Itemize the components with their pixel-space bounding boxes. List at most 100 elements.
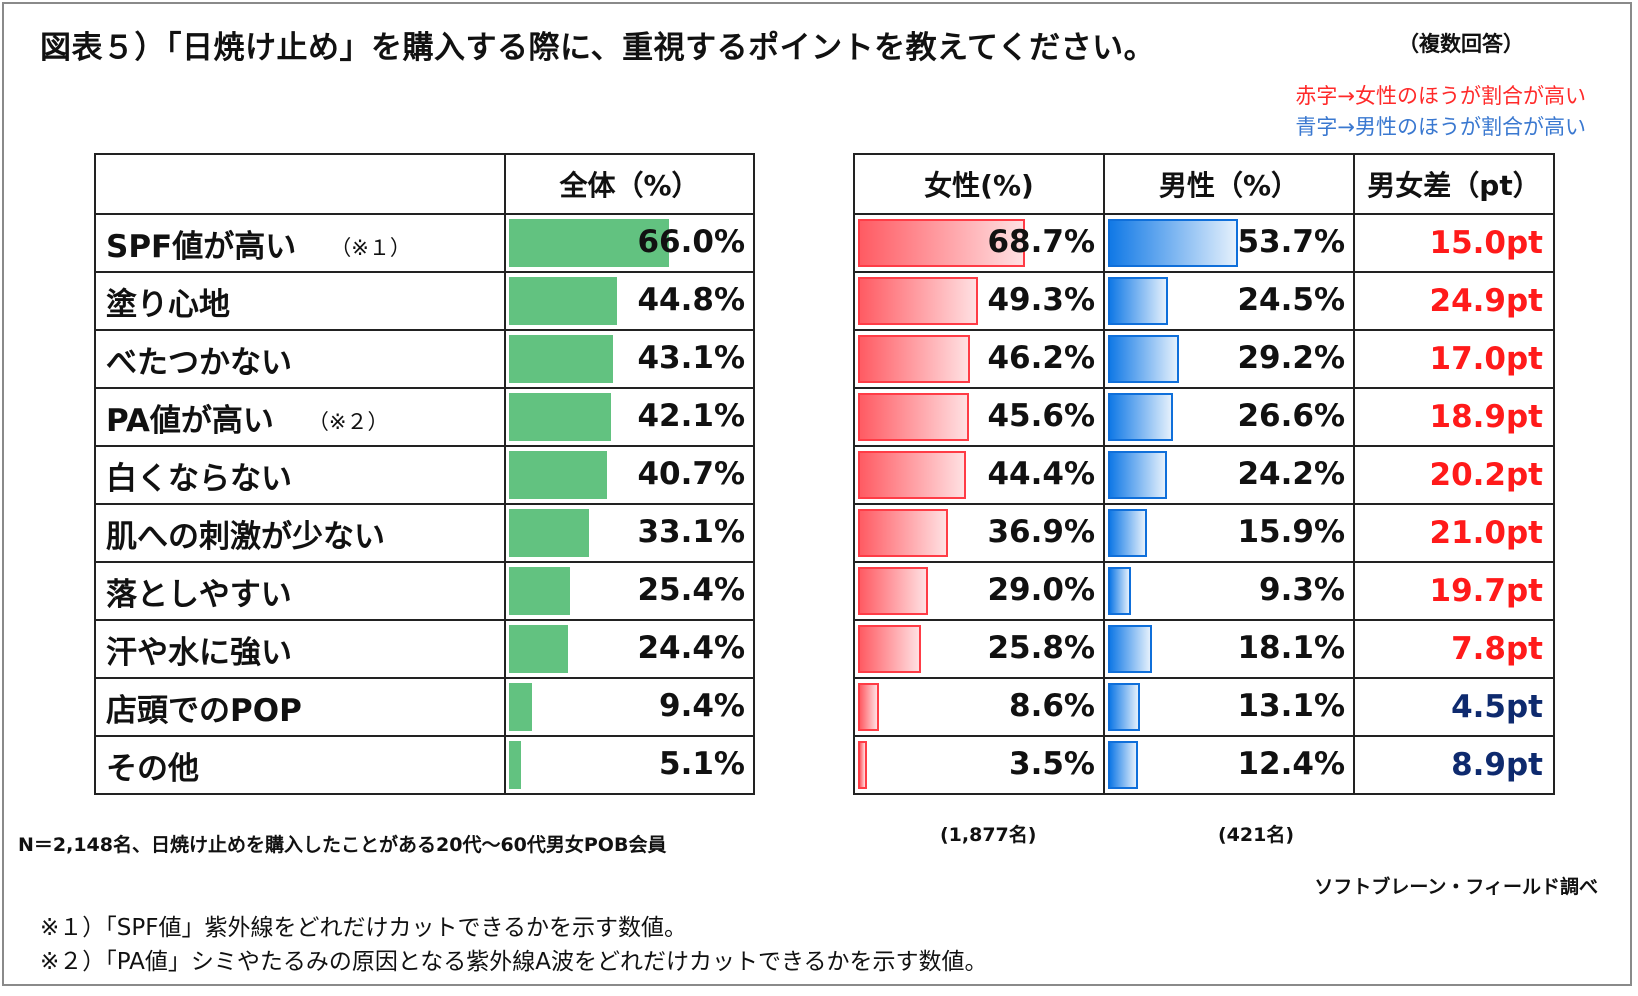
diff-value: 21.0pt <box>1353 503 1555 563</box>
category-text: べたつかない <box>106 344 292 381</box>
gender-table: 女性(%) 男性（%） 男女差（pt） 68.7% 53.7% 15.0pt 49.3… <box>853 153 1555 795</box>
data-label: 46.2% <box>987 340 1095 376</box>
value-cell-male: 26.6% <box>1103 387 1355 447</box>
bar-male <box>1108 683 1140 731</box>
data-label: 68.7% <box>987 224 1095 260</box>
category-label: 肌への刺激が少ない <box>94 503 506 563</box>
bar-total <box>509 393 611 441</box>
value-cell-total: 40.7% <box>504 445 755 505</box>
bar-total <box>509 567 571 615</box>
data-label: 40.7% <box>637 456 745 492</box>
category-label: 塗り心地 <box>94 271 506 331</box>
category-text: 店頭でのPOP <box>106 692 302 729</box>
bar-male <box>1108 335 1179 383</box>
value-cell-total: 25.4% <box>504 561 755 621</box>
value-cell-male: 18.1% <box>1103 619 1355 679</box>
bar-male <box>1108 741 1139 789</box>
table-row: 46.2% 29.2% 17.0pt <box>853 329 1555 389</box>
bar-total <box>509 451 608 499</box>
data-label: 12.4% <box>1237 746 1345 782</box>
bar-male <box>1108 277 1168 325</box>
bar-female <box>858 509 948 557</box>
category-label: その他 <box>94 735 506 795</box>
category-text: 汗や水に強い <box>106 634 292 671</box>
value-cell-female: 68.7% <box>853 213 1105 273</box>
table-row: PA値が高い （※２） 42.1% <box>94 387 755 447</box>
data-label: 53.7% <box>1237 224 1345 260</box>
bar-male <box>1108 451 1167 499</box>
data-label: 25.4% <box>637 572 745 608</box>
data-label: 26.6% <box>1237 398 1345 434</box>
category-label: 店頭でのPOP <box>94 677 506 737</box>
table-row: 3.5% 12.4% 8.9pt <box>853 735 1555 795</box>
diff-value: 20.2pt <box>1353 445 1555 505</box>
bar-total <box>509 741 522 789</box>
table-row: 店頭でのPOP 9.4% <box>94 677 755 737</box>
legend-red-note: 赤字→女性のほうが割合が高い <box>1295 84 1586 108</box>
data-label: 13.1% <box>1237 688 1345 724</box>
category-text: SPF値が高い <box>106 228 297 265</box>
value-cell-male: 24.2% <box>1103 445 1355 505</box>
footnote-2: ※２）「PA値」シミやたるみの原因となる紫外線A波をどれだけカットできるかを示す… <box>40 949 988 975</box>
bar-female <box>858 219 1025 267</box>
bar-male <box>1108 625 1152 673</box>
bar-total <box>509 683 532 731</box>
value-cell-male: 12.4% <box>1103 735 1355 795</box>
category-text: 落としやすい <box>106 576 292 613</box>
value-cell-female: 25.8% <box>853 619 1105 679</box>
table-row: 45.6% 26.6% 18.9pt <box>853 387 1555 447</box>
bar-male <box>1108 219 1239 267</box>
data-label: 25.8% <box>987 630 1095 666</box>
category-label: べたつかない <box>94 329 506 389</box>
diff-value: 4.5pt <box>1353 677 1555 737</box>
table-row: その他 5.1% <box>94 735 755 795</box>
table-row: 落としやすい 25.4% <box>94 561 755 621</box>
category-label: PA値が高い （※２） <box>94 387 506 447</box>
data-label: 44.8% <box>637 282 745 318</box>
category-text: PA値が高い <box>106 402 274 439</box>
bar-female <box>858 451 966 499</box>
chart-title: 図表５）「日焼け止め」を購入する際に、重視するポイントを教えてください。 <box>40 30 1156 66</box>
data-label: 29.2% <box>1237 340 1345 376</box>
value-cell-total: 9.4% <box>504 677 755 737</box>
value-cell-male: 29.2% <box>1103 329 1355 389</box>
data-label: 43.1% <box>637 340 745 376</box>
male-count: (421名) <box>1218 824 1295 846</box>
bar-total <box>509 335 614 383</box>
diff-value: 19.7pt <box>1353 561 1555 621</box>
category-label: 落としやすい <box>94 561 506 621</box>
value-cell-female: 46.2% <box>853 329 1105 389</box>
title-note: （複数回答） <box>1398 32 1524 56</box>
value-cell-male: 9.3% <box>1103 561 1355 621</box>
category-text: 肌への刺激が少ない <box>106 518 385 555</box>
header-male: 男性（%） <box>1103 153 1355 215</box>
bar-female <box>858 625 921 673</box>
bar-total <box>509 625 569 673</box>
data-label: 9.4% <box>659 688 745 724</box>
table-row: 25.8% 18.1% 7.8pt <box>853 619 1555 679</box>
diff-value: 15.0pt <box>1353 213 1555 273</box>
data-label: 5.1% <box>659 746 745 782</box>
category-label: SPF値が高い （※１） <box>94 213 506 273</box>
data-label: 29.0% <box>987 572 1095 608</box>
bar-total <box>509 277 618 325</box>
data-label: 49.3% <box>987 282 1095 318</box>
value-cell-female: 44.4% <box>853 445 1105 505</box>
female-count: (1,877名) <box>940 824 1037 846</box>
value-cell-total: 42.1% <box>504 387 755 447</box>
diff-value: 17.0pt <box>1353 329 1555 389</box>
category-text: その他 <box>106 750 199 787</box>
data-label: 24.4% <box>637 630 745 666</box>
category-label: 汗や水に強い <box>94 619 506 679</box>
bar-male <box>1108 567 1131 615</box>
bar-female <box>858 335 971 383</box>
bar-female <box>858 741 867 789</box>
table-row: 8.6% 13.1% 4.5pt <box>853 677 1555 737</box>
bar-total <box>509 509 590 557</box>
legend-blue-note: 青字→男性のほうが割合が高い <box>1295 115 1586 139</box>
header-diff: 男女差（pt） <box>1353 153 1555 215</box>
bar-female <box>858 393 969 441</box>
diff-value: 18.9pt <box>1353 387 1555 447</box>
data-label: 9.3% <box>1259 572 1345 608</box>
table-row: 49.3% 24.5% 24.9pt <box>853 271 1555 331</box>
